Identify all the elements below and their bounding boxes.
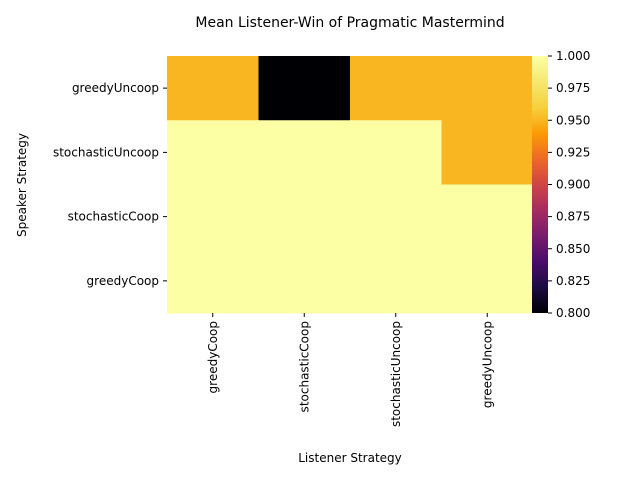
colorbar-tick-label: 0.875 bbox=[556, 210, 590, 224]
heatmap-cell-1-1 bbox=[258, 120, 351, 185]
heatmap-cell-1-2 bbox=[350, 120, 442, 185]
colorbar-tick-label: 1.000 bbox=[556, 49, 590, 63]
heatmap-cell-2-1 bbox=[258, 184, 351, 250]
colorbar-tick-label: 0.975 bbox=[556, 81, 590, 95]
y-axis-label: Speaker Strategy bbox=[15, 133, 29, 237]
colorbar-tick-label: 0.925 bbox=[556, 145, 590, 159]
heatmap-cell-0-3 bbox=[441, 56, 534, 121]
colorbar-tick-label: 0.800 bbox=[556, 306, 590, 320]
heatmap-cell-0-1 bbox=[258, 56, 351, 121]
heatmap-cell-2-3 bbox=[441, 184, 534, 250]
heatmap-cell-1-3 bbox=[441, 120, 534, 185]
heatmap-cell-2-2 bbox=[350, 184, 442, 250]
heatmap-cell-3-1 bbox=[258, 248, 351, 314]
y-tick-label: stochasticUncoop bbox=[53, 145, 159, 159]
y-tick-label: greedyCoop bbox=[87, 274, 159, 288]
colorbar-tick-group: 0.800 0.825 0.850 0.875 0.900 0.925 0.950 0.975… bbox=[548, 49, 590, 320]
x-tick-label: greedyUncoop bbox=[480, 321, 494, 408]
y-tick-label: stochasticCoop bbox=[68, 210, 159, 224]
heatmap-cell-3-0 bbox=[167, 248, 259, 314]
colorbar-tick-label: 0.950 bbox=[556, 113, 590, 127]
x-tick-label: greedyCoop bbox=[206, 321, 220, 393]
heatmap-cell-1-0 bbox=[167, 120, 259, 185]
heatmap-cell-0-2 bbox=[350, 56, 442, 121]
colorbar-tick-label: 0.850 bbox=[556, 242, 590, 256]
heatmap-cell-3-2 bbox=[350, 248, 442, 314]
heatmap-cell-2-0 bbox=[167, 184, 259, 250]
x-tick-group: greedyCoop stochasticCoop stochasticUncoop… bbox=[206, 313, 494, 427]
heatmap-cells bbox=[167, 56, 534, 314]
colorbar bbox=[532, 56, 548, 313]
colorbar-tick-label: 0.900 bbox=[556, 178, 590, 192]
x-tick-label: stochasticUncoop bbox=[389, 321, 403, 427]
heatmap-cell-3-3 bbox=[441, 248, 534, 314]
y-tick-label: greedyUncoop bbox=[72, 81, 159, 95]
x-axis-label: Listener Strategy bbox=[298, 451, 402, 465]
chart-title: Mean Listener-Win of Pragmatic Mastermin… bbox=[195, 15, 504, 31]
colorbar-tick-label: 0.825 bbox=[556, 274, 590, 288]
heatmap-cell-0-0 bbox=[167, 56, 259, 121]
y-tick-group: greedyUncoop stochasticUncoop stochasticCo… bbox=[53, 81, 167, 288]
x-tick-label: stochasticCoop bbox=[297, 321, 311, 412]
